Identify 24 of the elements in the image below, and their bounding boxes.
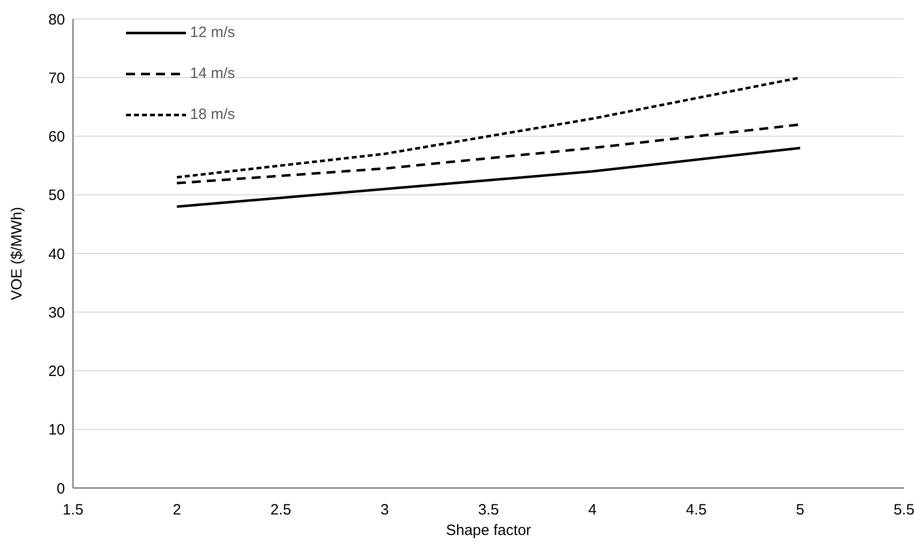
y-tick-label: 20 bbox=[48, 363, 65, 380]
y-tick-label: 40 bbox=[48, 246, 65, 263]
y-tick-label: 0 bbox=[56, 480, 65, 498]
x-tick-label: 1.5 bbox=[62, 502, 84, 519]
x-tick-label: 5 bbox=[796, 502, 804, 519]
y-tick-label: 10 bbox=[48, 422, 65, 439]
y-tick-label: 70 bbox=[48, 70, 65, 87]
x-axis-title: Shape factor bbox=[446, 522, 532, 539]
x-tick-label: 2 bbox=[172, 502, 182, 519]
y-tick-label: 60 bbox=[48, 128, 65, 146]
legend-label: 18 m/s bbox=[190, 106, 236, 123]
x-tick-label: 3 bbox=[380, 502, 389, 519]
y-tick-label: 30 bbox=[48, 304, 65, 322]
y-tick-label: 80 bbox=[48, 11, 65, 28]
x-tick-label: 3.5 bbox=[478, 502, 499, 519]
x-tick-label: 4 bbox=[588, 502, 597, 519]
y-tick-label: 50 bbox=[48, 187, 65, 204]
x-tick-label: 5.5 bbox=[894, 502, 914, 519]
line-series bbox=[176, 146, 802, 208]
y-axis-title: VOE ($/MWh) bbox=[8, 206, 26, 300]
x-tick-label: 4.5 bbox=[686, 502, 707, 519]
legend-label: 14 m/s bbox=[190, 65, 236, 82]
legend-label: 12 m/s bbox=[190, 24, 236, 41]
x-tick-label: 2.5 bbox=[270, 502, 292, 519]
